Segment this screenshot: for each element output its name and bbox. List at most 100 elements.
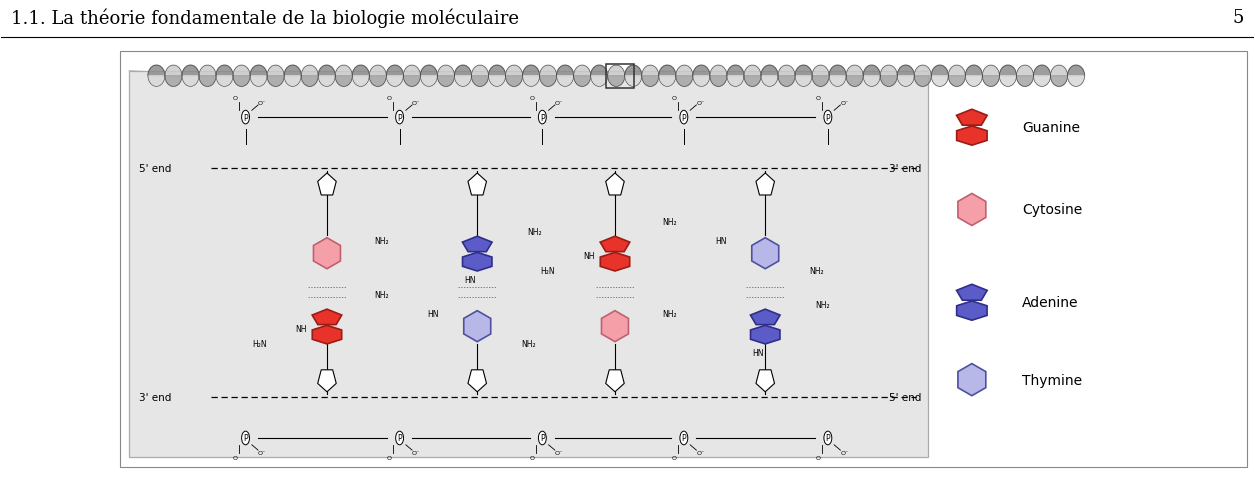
Bar [606,65,634,88]
Polygon shape [625,77,641,87]
Text: O⁻: O⁻ [555,450,563,455]
Polygon shape [250,77,267,87]
Text: P: P [540,113,545,122]
Polygon shape [438,77,454,87]
Polygon shape [778,66,796,77]
Polygon shape [284,77,301,87]
Polygon shape [744,77,761,87]
Polygon shape [200,66,216,77]
Ellipse shape [242,111,250,124]
Polygon shape [403,66,420,77]
Polygon shape [1033,77,1050,87]
Polygon shape [710,77,727,87]
Polygon shape [233,66,250,77]
Text: O⁻: O⁻ [412,101,420,106]
Polygon shape [574,77,591,87]
Polygon shape [1050,77,1068,87]
Polygon shape [1068,66,1084,77]
Ellipse shape [823,111,832,124]
Polygon shape [880,77,897,87]
Polygon shape [756,174,774,196]
Polygon shape [164,66,182,77]
Polygon shape [863,77,880,87]
Polygon shape [335,77,353,87]
Text: 5' end: 5' end [139,164,172,174]
Polygon shape [148,77,164,87]
Text: HN: HN [715,237,727,246]
Polygon shape [267,77,284,87]
Polygon shape [676,77,693,87]
Polygon shape [284,66,301,77]
Text: H₂N: H₂N [540,266,555,275]
Polygon shape [846,77,863,87]
Polygon shape [965,77,983,87]
Text: O: O [671,455,676,460]
Polygon shape [752,238,778,269]
Polygon shape [601,311,629,342]
Polygon shape [606,174,624,196]
Polygon shape [318,370,336,392]
Polygon shape [965,66,983,77]
Polygon shape [641,66,659,77]
Text: P: P [826,434,830,443]
Polygon shape [956,302,988,321]
Polygon shape [454,66,472,77]
Polygon shape [522,77,540,87]
Text: 1.1. La théorie fondamentale de la biologie moléculaire: 1.1. La théorie fondamentale de la biolo… [11,9,520,28]
Text: P: P [398,434,402,443]
Ellipse shape [395,431,404,445]
Polygon shape [1050,66,1068,77]
Polygon shape [506,66,522,77]
Polygon shape [958,364,986,396]
Polygon shape [880,66,897,77]
Polygon shape [522,66,540,77]
Polygon shape [641,77,659,87]
Polygon shape [464,311,491,342]
Polygon shape [727,77,744,87]
Polygon shape [462,237,492,252]
Polygon shape [607,66,625,77]
FancyBboxPatch shape [129,72,927,458]
Text: O: O [816,96,821,101]
Polygon shape [830,77,846,87]
Polygon shape [335,66,353,77]
Polygon shape [606,370,624,392]
Polygon shape [301,77,319,87]
Polygon shape [557,66,574,77]
Polygon shape [983,66,999,77]
Polygon shape [949,66,965,77]
Text: HN: HN [753,348,764,358]
Polygon shape [420,77,438,87]
Ellipse shape [823,431,832,445]
Polygon shape [897,77,914,87]
Polygon shape [914,77,931,87]
Text: O⁻: O⁻ [697,101,704,106]
Text: O: O [233,455,238,460]
Text: 3' end: 3' end [890,164,921,174]
Polygon shape [956,285,988,301]
Polygon shape [1017,77,1033,87]
Polygon shape [744,66,761,77]
Polygon shape [931,66,949,77]
Text: NH: NH [584,252,595,261]
Polygon shape [693,66,710,77]
Polygon shape [956,127,988,146]
Text: P: P [398,113,402,122]
Ellipse shape [242,431,250,445]
Polygon shape [540,66,557,77]
Text: Thymine: Thymine [1022,373,1082,387]
Polygon shape [506,77,522,87]
Ellipse shape [395,111,404,124]
Polygon shape [710,66,727,77]
Polygon shape [830,66,846,77]
Polygon shape [727,66,744,77]
Text: P: P [681,434,686,443]
Text: O: O [816,455,821,460]
Text: NH₂: NH₂ [521,339,536,348]
Polygon shape [999,77,1017,87]
Text: O: O [530,455,535,460]
Text: 5: 5 [1232,9,1244,27]
Polygon shape [812,66,830,77]
Polygon shape [267,66,284,77]
Polygon shape [216,66,233,77]
